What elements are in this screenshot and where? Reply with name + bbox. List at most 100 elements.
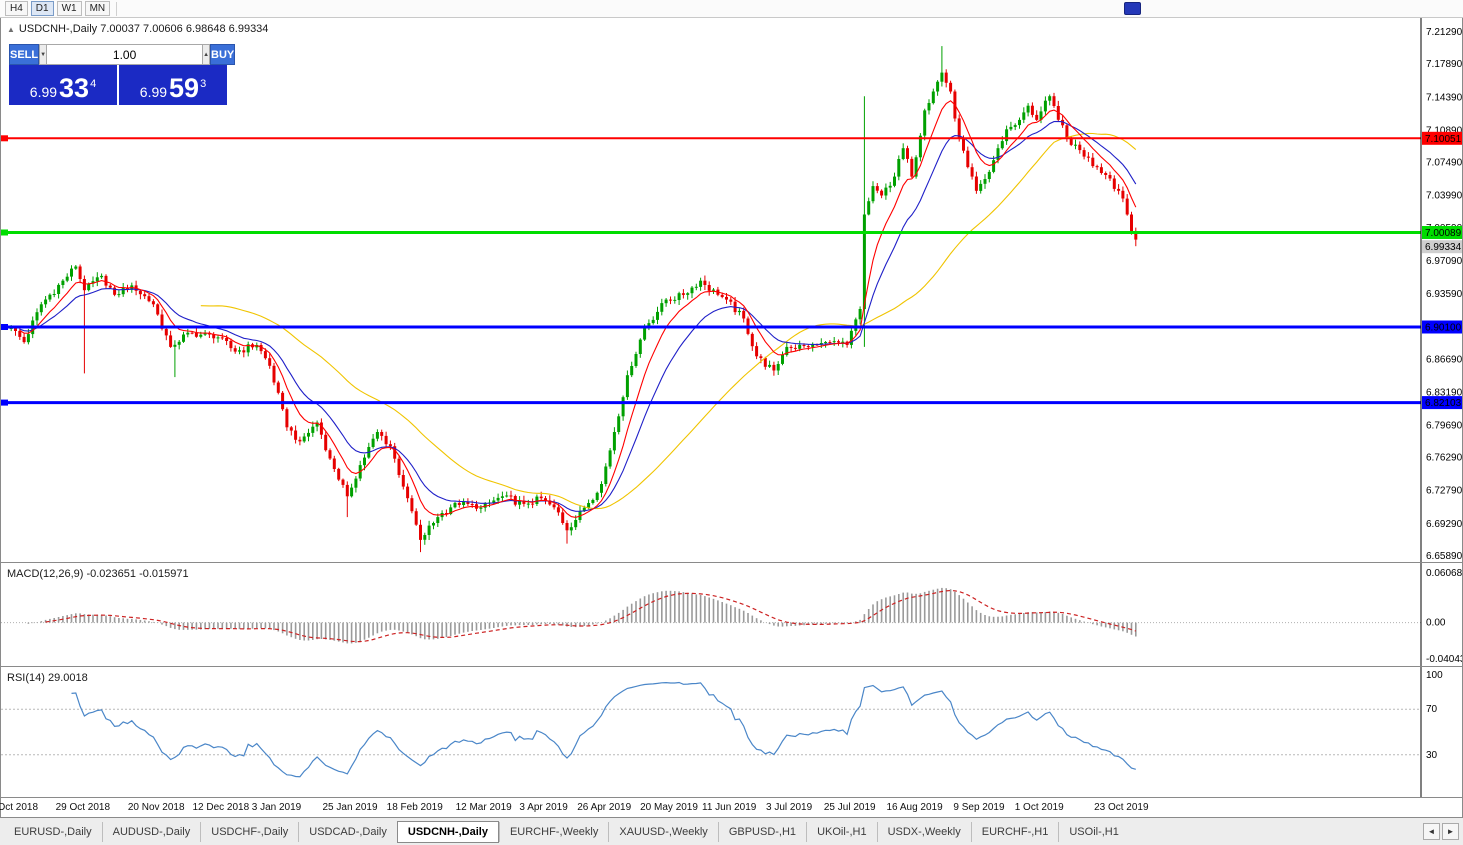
timeframe-h4-button[interactable]: H4 — [5, 1, 28, 16]
chart-tab-usdcaddaily[interactable]: USDCAD-,Daily — [298, 821, 397, 842]
one-click-trading-panel: SELL ▼ ▲ BUY 6.99 33 4 6.99 59 3 — [9, 44, 236, 105]
volume-up-button[interactable]: ▲ — [202, 44, 211, 65]
timeframe-mn-button[interactable]: MN — [84, 1, 111, 16]
macd-label: MACD(12,26,9) -0.023651 -0.015971 — [7, 568, 189, 580]
date-tick: 3 Jul 2019 — [766, 802, 813, 813]
buy-price-display[interactable]: 6.99 59 3 — [119, 65, 227, 105]
svg-text:7.21290: 7.21290 — [1426, 27, 1462, 38]
timeframe-toolbar: H4 D1 W1 MN — [0, 0, 1463, 18]
svg-text:100: 100 — [1426, 670, 1443, 681]
buy-price-big: 59 — [169, 73, 200, 103]
buy-price-pip: 3 — [200, 78, 207, 90]
svg-text:6.76290: 6.76290 — [1426, 453, 1462, 464]
rsi-indicator-panel[interactable]: 100 70 30 RSI(14) 29.0018 — [1, 667, 1462, 798]
chart-window: 7.21290 7.17890 7.14390 7.10890 7.07490 7.039… — [0, 18, 1463, 818]
svg-text:7.17890: 7.17890 — [1426, 59, 1462, 70]
chart-tab-usdchfdaily[interactable]: USDCHF-,Daily — [200, 821, 298, 842]
macd-svg: 0.060687 0.00 -0.040432 — [1, 563, 1462, 666]
svg-text:30: 30 — [1426, 750, 1438, 761]
svg-text:7.03990: 7.03990 — [1426, 191, 1462, 202]
horizontal-lines[interactable] — [1, 135, 1421, 406]
date-tick: 18 Feb 2019 — [386, 802, 443, 813]
date-tick: 20 Nov 2018 — [127, 802, 185, 813]
sell-price-big: 33 — [59, 73, 90, 103]
chart-tab-gbpusdh1[interactable]: GBPUSD-,H1 — [717, 821, 806, 842]
volume-input[interactable] — [47, 44, 203, 65]
date-tick: 5 Oct 2018 — [0, 802, 39, 813]
volume-down-button[interactable]: ▼ — [39, 44, 48, 65]
chart-tab-usdcnhdaily[interactable]: USDCNH-,Daily — [396, 820, 499, 843]
svg-text:0.00: 0.00 — [1426, 618, 1446, 629]
svg-text:7.14390: 7.14390 — [1426, 92, 1462, 103]
chart-tab-eurchfh1[interactable]: EURCHF-,H1 — [970, 821, 1059, 842]
svg-text:6.65890: 6.65890 — [1426, 551, 1462, 562]
rsi-svg: 100 70 30 — [1, 667, 1443, 797]
collapse-chart-icon[interactable]: ▲ — [7, 25, 15, 34]
date-tick: 3 Jan 2019 — [251, 802, 302, 813]
svg-text:6.97090: 6.97090 — [1426, 256, 1462, 267]
window-icon[interactable] — [1124, 2, 1141, 15]
date-tick: 16 Aug 2019 — [886, 802, 943, 813]
date-axis[interactable]: 5 Oct 2018 29 Oct 2018 20 Nov 2018 12 Dec 2… — [0, 798, 1462, 818]
rsi-label: RSI(14) 29.0018 — [7, 672, 88, 684]
toolbar-separator — [116, 1, 118, 16]
svg-text:6.72790: 6.72790 — [1426, 486, 1462, 497]
date-tick: 11 Jun 2019 — [702, 802, 757, 813]
svg-text:0.060687: 0.060687 — [1426, 568, 1462, 579]
price-chart-svg[interactable]: 7.21290 7.17890 7.14390 7.10890 7.07490 7.039… — [1, 18, 1462, 562]
date-tick: 12 Mar 2019 — [455, 802, 512, 813]
chart-title: ▲ USDCNH-,Daily 7.00037 7.00606 6.98648 6… — [7, 23, 268, 35]
chart-tab-ukoilh1[interactable]: UKOil-,H1 — [806, 821, 877, 842]
date-tick: 1 Oct 2019 — [1014, 802, 1064, 813]
svg-text:-0.040432: -0.040432 — [1426, 654, 1462, 665]
date-tick: 25 Jul 2019 — [823, 802, 876, 813]
svg-text:70: 70 — [1426, 704, 1438, 715]
chart-tab-usdxweekly[interactable]: USDX-,Weekly — [876, 821, 971, 842]
date-tick: 25 Jan 2019 — [322, 802, 378, 813]
chart-title-text: USDCNH-,Daily 7.00037 7.00606 6.98648 6.… — [18, 23, 269, 35]
svg-text:7.00089: 7.00089 — [1425, 228, 1462, 239]
scroll-tabs-right-button[interactable]: ► — [1442, 823, 1459, 840]
sell-button[interactable]: SELL — [9, 44, 40, 65]
chart-tab-xauusdweekly[interactable]: XAUUSD-,Weekly — [608, 821, 717, 842]
tab-scroll-arrows: ◄ ► — [1423, 823, 1459, 840]
buy-button[interactable]: BUY — [210, 44, 236, 65]
chart-tab-eurchfweekly[interactable]: EURCHF-,Weekly — [498, 821, 608, 842]
svg-text:7.07490: 7.07490 — [1426, 158, 1462, 169]
date-tick: 29 Oct 2018 — [55, 802, 111, 813]
svg-text:6.83190: 6.83190 — [1426, 387, 1462, 398]
macd-signal-line — [45, 589, 1136, 643]
date-tick: 9 Sep 2019 — [953, 802, 1005, 813]
chart-tab-audusddaily[interactable]: AUDUSD-,Daily — [101, 821, 201, 842]
date-tick: 20 May 2019 — [640, 802, 698, 813]
date-tick: 12 Dec 2018 — [192, 802, 250, 813]
date-tick: 3 Apr 2019 — [519, 802, 568, 813]
sell-price-head: 6.99 — [29, 84, 58, 100]
chart-tab-usoilh1[interactable]: USOil-,H1 — [1058, 821, 1129, 842]
rsi-line — [71, 681, 1136, 778]
timeframe-w1-button[interactable]: W1 — [56, 1, 82, 16]
svg-text:6.82103: 6.82103 — [1425, 398, 1462, 409]
sell-price-display[interactable]: 6.99 33 4 — [9, 65, 117, 105]
candles-layer — [9, 46, 1138, 553]
svg-text:6.90100: 6.90100 — [1425, 323, 1462, 334]
scroll-tabs-left-button[interactable]: ◄ — [1423, 823, 1440, 840]
svg-text:6.93590: 6.93590 — [1426, 289, 1462, 300]
date-tick: 26 Apr 2019 — [577, 802, 632, 813]
svg-text:6.99334: 6.99334 — [1425, 242, 1462, 253]
timeframe-d1-button[interactable]: D1 — [30, 1, 54, 16]
svg-text:7.10051: 7.10051 — [1425, 134, 1462, 145]
buy-price-head: 6.99 — [139, 84, 168, 100]
macd-indicator-panel[interactable]: 0.060687 0.00 -0.040432 MACD(12,26,9) -0.0… — [1, 563, 1462, 667]
svg-text:6.79690: 6.79690 — [1426, 421, 1462, 432]
price-chart-panel[interactable]: 7.21290 7.17890 7.14390 7.10890 7.07490 7.039… — [1, 18, 1462, 563]
sell-price-pip: 4 — [90, 78, 97, 90]
price-axis: 7.21290 7.17890 7.14390 7.10890 7.07490 7.039… — [1420, 18, 1462, 562]
svg-text:7.10890: 7.10890 — [1426, 125, 1462, 136]
svg-text:6.69290: 6.69290 — [1426, 519, 1462, 530]
svg-text:6.86690: 6.86690 — [1426, 354, 1462, 365]
date-tick: 23 Oct 2019 — [1094, 802, 1149, 813]
macd-histogram — [27, 587, 1137, 644]
chart-tab-eurusddaily[interactable]: EURUSD-,Daily — [14, 825, 92, 838]
chart-tab-bar: EURUSD-,Daily AUDUSD-,Daily USDCHF-,Daily U… — [0, 818, 1463, 845]
